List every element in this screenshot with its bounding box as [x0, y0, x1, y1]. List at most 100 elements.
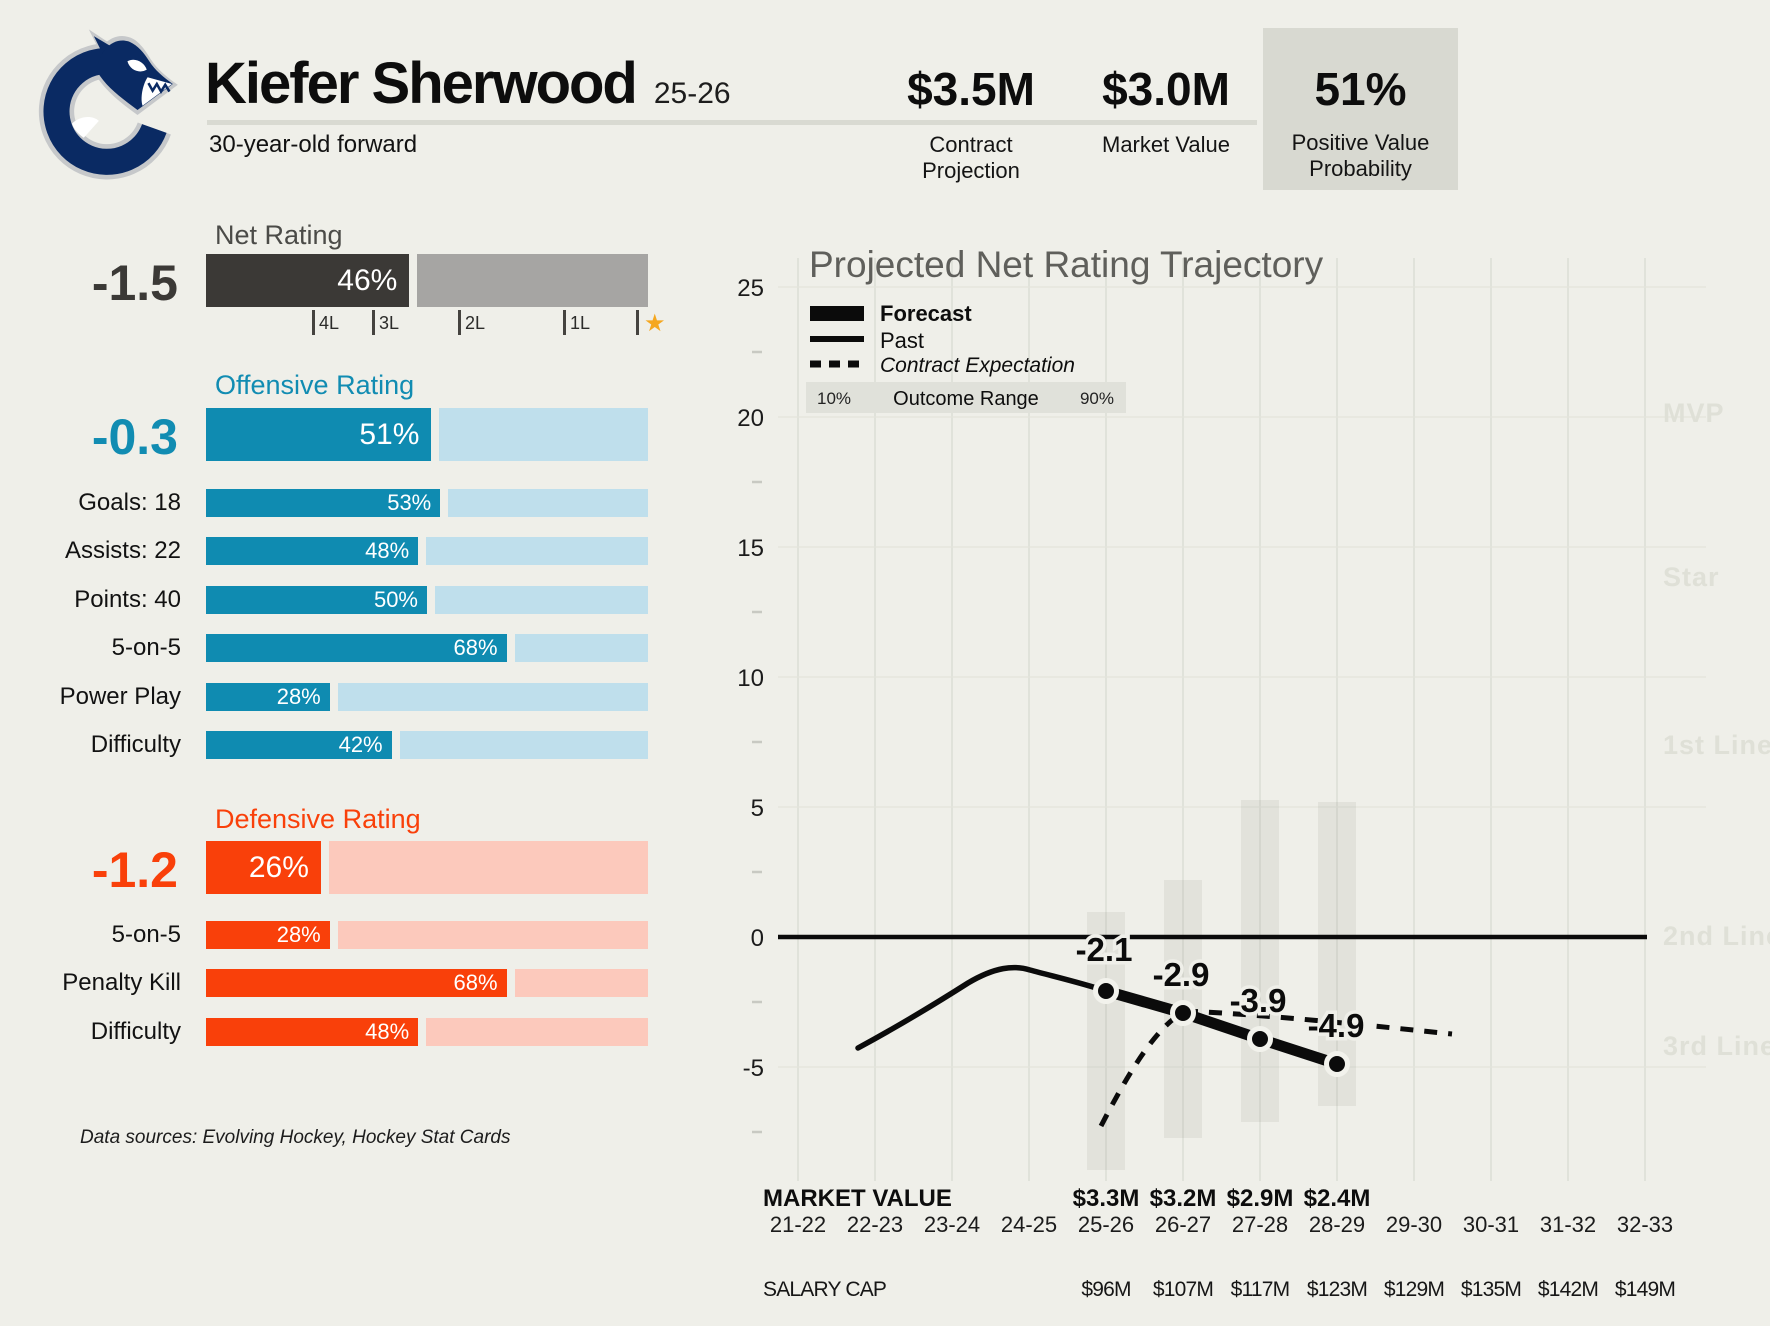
stat-bar-goals: 53%	[206, 489, 648, 517]
x-tick-29-30: 29-30	[1386, 1212, 1442, 1237]
bar-pct-label: 26%	[248, 850, 309, 884]
market-value-26-27: $3.2M	[1150, 1185, 1217, 1212]
x-tick-28-29: 28-29	[1309, 1212, 1365, 1237]
tier-label-star: Star	[1663, 562, 1720, 592]
stat-bar-assists: 48%	[206, 537, 648, 565]
team-logo-canucks	[38, 29, 178, 180]
legend-outcome-high: 90%	[1080, 389, 1114, 408]
scale-tick-4l	[312, 310, 315, 335]
offensive-rating-title: Offensive Rating	[215, 370, 415, 400]
offensive-rating-value: -0.3	[91, 409, 178, 465]
x-tick-26-27: 26-27	[1155, 1212, 1211, 1237]
scale-tick-2l	[458, 310, 461, 335]
bar-pct-label: 68%	[453, 635, 498, 660]
legend-outcome-band	[806, 382, 1126, 413]
market-value-label: Market Value	[1102, 132, 1230, 157]
stat-bar-5on5-def: 28%	[206, 921, 648, 949]
tier-label-mvp: MVP	[1663, 398, 1725, 428]
defensive-rating-value: -1.2	[91, 842, 178, 898]
scale-label-1l: 1L	[570, 313, 591, 333]
forecast-point-26-27	[1170, 1000, 1196, 1026]
y-minor-ticks	[752, 350, 762, 1134]
y-tick-5: 5	[751, 795, 764, 822]
forecast-line	[1100, 985, 1343, 1070]
market-value-row-label: MARKET VALUE	[763, 1185, 952, 1212]
stat-label-goals: Goals: 18	[78, 489, 181, 516]
forecast-point-28-29	[1324, 1051, 1350, 1077]
salary-cap-29-30: $129M	[1384, 1278, 1444, 1301]
bar-pct-label: 46%	[337, 263, 398, 297]
bar-fill: 51%	[206, 408, 432, 461]
forecast-label-26-27: -2.9	[1153, 956, 1210, 993]
tier-label-2nd-line: 2nd Line	[1663, 921, 1770, 951]
stat-label-assists: Assists: 22	[64, 537, 181, 564]
bar-track	[439, 408, 648, 461]
y-tick-25: 25	[737, 275, 764, 302]
x-tick-21-22: 21-22	[770, 1212, 826, 1237]
header-divider	[207, 120, 1257, 125]
stat-bar-points: 50%	[206, 586, 648, 614]
grid-horizontal	[778, 286, 1706, 1068]
tier-label-1st-line: 1st Line	[1663, 730, 1770, 760]
x-tick-31-32: 31-32	[1540, 1212, 1596, 1237]
stat-bar-5on5-off: 68%	[206, 634, 648, 662]
scale-label-3l: 3L	[379, 313, 400, 333]
scale-label-4l: 4L	[319, 313, 340, 333]
stat-label-points: Points: 40	[74, 586, 181, 613]
market-value-28-29: $2.4M	[1304, 1185, 1371, 1212]
stat-label-penaltykill: Penalty Kill	[62, 969, 181, 996]
stat-bar-difficulty-off: 42%	[206, 731, 648, 759]
net-rating-value: -1.5	[91, 255, 178, 311]
page-title: Kiefer Sherwood 25-26	[205, 50, 731, 117]
data-sources-note: Data sources: Evolving Hockey, Hockey St…	[80, 1127, 511, 1148]
scale-tick-3l	[372, 310, 375, 335]
positive-value-probability-box: 51% Positive Value Probability	[1263, 28, 1458, 190]
bar-pct-label: 51%	[359, 417, 420, 451]
positive-value-label: Positive Value Probability	[1291, 130, 1430, 181]
stat-label-5on5-off: 5-on-5	[111, 634, 181, 661]
x-tick-30-31: 30-31	[1463, 1212, 1519, 1237]
market-value-value: $3.0M	[1102, 63, 1230, 115]
net-rating-bar: 46%	[206, 254, 648, 307]
salary-cap-30-31: $135M	[1461, 1278, 1521, 1301]
stat-bar-penaltykill: 68%	[206, 969, 648, 997]
bar-pct-label: 48%	[365, 538, 410, 563]
contract-expectation-line	[1098, 1008, 1453, 1128]
player-subtitle: 30-year-old forward	[209, 131, 418, 158]
scale-tick-1l	[563, 310, 566, 335]
bar-pct-label: 42%	[338, 732, 383, 757]
salary-cap-26-27: $107M	[1153, 1278, 1213, 1301]
tier-label-3rd-line: 3rd Line	[1663, 1031, 1770, 1061]
salary-cap-32-33: $149M	[1615, 1278, 1675, 1301]
market-value-25-26: $3.3M	[1073, 1185, 1140, 1212]
y-tick-neg5: -5	[743, 1055, 764, 1082]
legend-past-swatch	[810, 336, 864, 342]
outcome-band-27-28	[1241, 800, 1279, 1122]
bar-track	[417, 254, 648, 307]
salary-cap-31-32: $142M	[1538, 1278, 1598, 1301]
legend-contract-label: Contract Expectation	[880, 354, 1075, 377]
chart-title: Projected Net Rating Trajectory	[809, 244, 1324, 285]
bar-pct-label: 28%	[276, 684, 321, 709]
orca-logo	[38, 29, 178, 180]
y-tick-10: 10	[737, 665, 764, 692]
scale-tick-star	[636, 310, 639, 335]
stat-bar-difficulty-def: 48%	[206, 1018, 648, 1046]
salary-cap-25-26: $96M	[1081, 1278, 1130, 1301]
x-tick-27-28: 27-28	[1232, 1212, 1288, 1237]
y-tick-20: 20	[737, 405, 764, 432]
stat-bar-powerplay: 28%	[206, 683, 648, 711]
legend-past-label: Past	[880, 328, 924, 353]
legend-forecast-swatch	[810, 306, 864, 321]
stat-label-5on5-def: 5-on-5	[111, 921, 181, 948]
scale-label-2l: 2L	[465, 313, 486, 333]
season-label: 25-26	[653, 77, 731, 110]
bar-pct-label: 68%	[453, 970, 498, 995]
x-tick-22-23: 22-23	[847, 1212, 903, 1237]
positive-value-value: 51%	[1314, 63, 1407, 115]
forecast-point-25-26	[1093, 978, 1119, 1004]
salary-cap-row-label: SALARY CAP	[763, 1278, 886, 1301]
legend-outcome-label: Outcome Range	[893, 388, 1039, 410]
